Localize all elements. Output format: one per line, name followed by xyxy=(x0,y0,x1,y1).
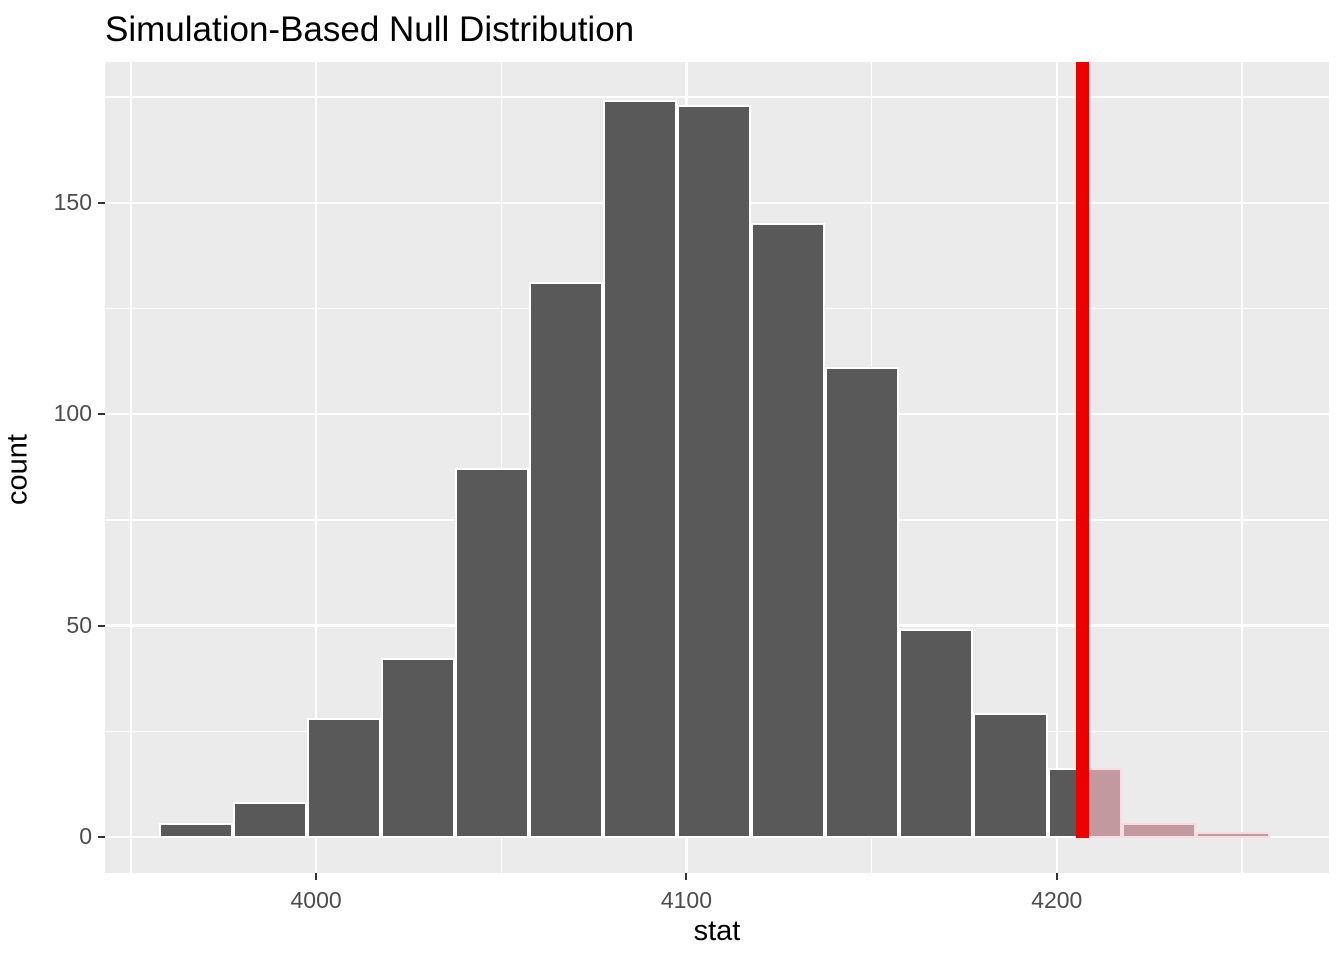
y-tick-label: 150 xyxy=(53,188,92,215)
histogram-bar xyxy=(158,823,233,839)
histogram-bar xyxy=(380,658,455,839)
histogram-bar xyxy=(232,802,307,839)
shaded-histogram-bar xyxy=(1121,823,1196,839)
y-tick-mark xyxy=(98,201,105,204)
histogram-bar xyxy=(677,104,752,839)
y-axis-title: count xyxy=(1,434,34,505)
y-tick-label: 0 xyxy=(79,823,92,850)
histogram-bar xyxy=(454,468,530,839)
histogram-bar xyxy=(603,100,678,839)
observed-stat-line xyxy=(1076,62,1090,839)
x-tick-mark xyxy=(1055,873,1058,880)
gridline-minor-horizontal xyxy=(105,96,1329,98)
y-tick-label: 100 xyxy=(53,400,92,427)
histogram-bar xyxy=(825,366,900,839)
shaded-histogram-bar xyxy=(1195,831,1270,839)
x-tick-label: 4100 xyxy=(660,887,713,913)
histogram-bar xyxy=(973,713,1048,839)
gridline-minor-vertical xyxy=(130,62,132,873)
x-tick-label: 4200 xyxy=(1031,887,1083,913)
x-tick-label: 4000 xyxy=(290,887,342,913)
plot-title: Simulation-Based Null Distribution xyxy=(105,10,635,49)
histogram-bar xyxy=(899,628,974,839)
histogram-bar xyxy=(306,717,381,839)
histogram-bar xyxy=(529,282,604,839)
x-axis-title: stat xyxy=(693,915,741,947)
y-tick-mark xyxy=(98,624,105,627)
x-tick-mark xyxy=(315,873,318,880)
y-tick-mark xyxy=(98,413,105,416)
gridline-major-vertical xyxy=(314,62,318,873)
gridline-minor-vertical xyxy=(500,62,502,873)
y-tick-label: 50 xyxy=(66,611,92,638)
histogram-bar xyxy=(751,222,826,839)
gridline-major-vertical xyxy=(1055,62,1058,873)
x-tick-mark xyxy=(685,873,688,880)
gridline-minor-vertical xyxy=(1241,62,1243,873)
plot-panel xyxy=(105,62,1329,873)
y-tick-mark xyxy=(98,836,105,839)
